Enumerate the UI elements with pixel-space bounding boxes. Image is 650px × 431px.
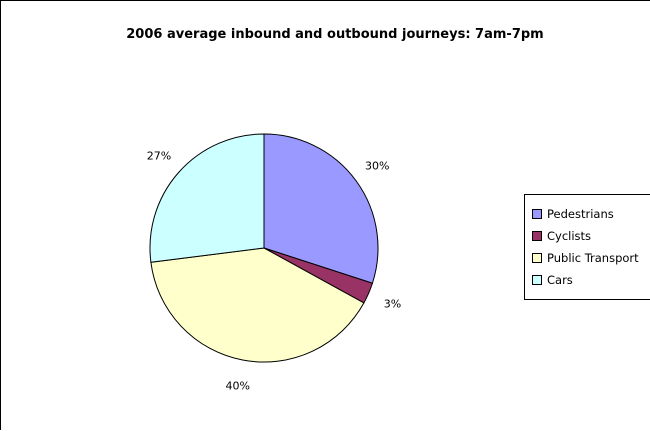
legend-item-public-transport: Public Transport xyxy=(525,247,650,269)
data-label: 3% xyxy=(384,298,401,311)
legend-swatch-public-transport xyxy=(532,253,542,263)
data-label: 27% xyxy=(147,149,171,162)
legend-label: Public Transport xyxy=(547,251,639,265)
chart-title: 2006 average inbound and outbound journe… xyxy=(126,27,544,42)
data-label: 30% xyxy=(365,160,389,173)
legend-label: Pedestrians xyxy=(547,207,614,221)
legend-swatch-pedestrians xyxy=(532,209,542,219)
legend-label: Cars xyxy=(547,273,573,287)
pie-slice-public-transport xyxy=(150,247,365,363)
legend-item-cars: Cars xyxy=(525,269,650,291)
legend-item-cyclists: Cyclists xyxy=(525,225,650,247)
legend: Pedestrians Cyclists Public Transport Ca… xyxy=(524,194,650,300)
legend-label: Cyclists xyxy=(547,229,592,243)
pie-slice-pedestrians xyxy=(263,133,379,284)
legend-item-pedestrians: Pedestrians xyxy=(525,203,650,225)
pie-slice-cars xyxy=(149,133,265,263)
legend-swatch-cars xyxy=(532,275,542,285)
legend-swatch-cyclists xyxy=(532,231,542,241)
data-label: 40% xyxy=(226,380,250,393)
